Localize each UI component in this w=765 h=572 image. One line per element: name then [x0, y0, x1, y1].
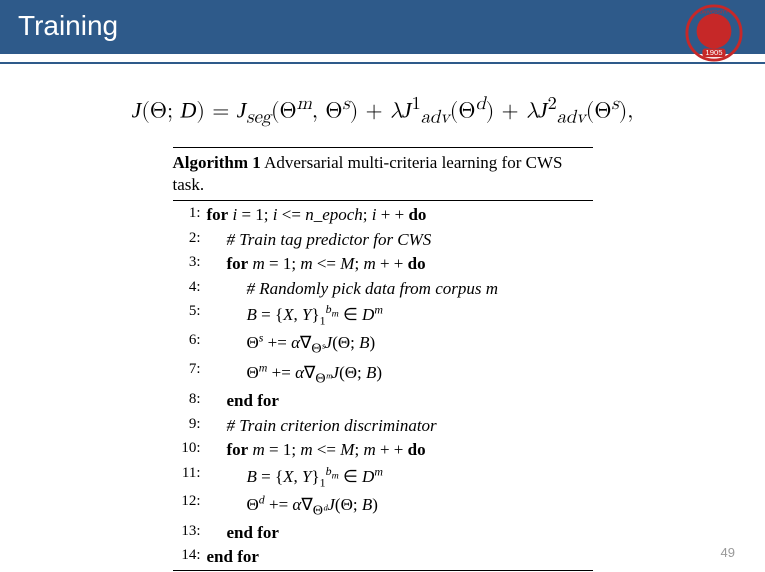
slide-content: J(Θ; D) = Jseg(Θm, Θs) + λJ1adv(Θd) + λJ…	[0, 64, 765, 571]
line-number: 7:	[173, 359, 207, 389]
main-equation: J(Θ; D) = Jseg(Θm, Θs) + λJ1adv(Θd) + λJ…	[40, 92, 725, 129]
logo-year: 1905	[705, 48, 722, 57]
algo-code: # Randomly pick data from corpus m	[207, 277, 593, 302]
algo-code: B = {X, Y}1bm ∈ Dm	[207, 301, 593, 329]
line-number: 5:	[173, 301, 207, 329]
line-number: 9:	[173, 414, 207, 439]
slide-header: Training	[0, 0, 765, 54]
algorithm-number: 1	[252, 153, 261, 172]
algo-code: for m = 1; m <= M; m + + do	[207, 438, 593, 463]
algo-code: Θd += α∇ΘᵈJ(Θ; B)	[207, 491, 593, 521]
algo-line: 5:B = {X, Y}1bm ∈ Dm	[173, 301, 593, 329]
algo-line: 4:# Randomly pick data from corpus m	[173, 277, 593, 302]
slide-title: Training	[18, 10, 118, 41]
algo-line: 11:B = {X, Y}1bm ∈ Dm	[173, 463, 593, 491]
line-number: 8:	[173, 389, 207, 414]
algo-line: 8:end for	[173, 389, 593, 414]
algo-code: end for	[207, 521, 593, 546]
algo-code: # Train tag predictor for CWS	[207, 228, 593, 253]
line-number: 14:	[173, 545, 207, 570]
algo-code: Θs += α∇ΘˢJ(Θ; B)	[207, 330, 593, 360]
algo-code: end for	[207, 545, 593, 570]
algo-line: 10:for m = 1; m <= M; m + + do	[173, 438, 593, 463]
line-number: 11:	[173, 463, 207, 491]
algorithm-caption: Algorithm 1 Adversarial multi-criteria l…	[173, 148, 593, 200]
line-number: 1:	[173, 203, 207, 228]
algo-code: Θm += α∇ΘᵐJ(Θ; B)	[207, 359, 593, 389]
algo-line: 12:Θd += α∇ΘᵈJ(Θ; B)	[173, 491, 593, 521]
algo-line: 7:Θm += α∇ΘᵐJ(Θ; B)	[173, 359, 593, 389]
line-number: 13:	[173, 521, 207, 546]
algo-line: 9:# Train criterion discriminator	[173, 414, 593, 439]
algo-code: B = {X, Y}1bm ∈ Dm	[207, 463, 593, 491]
line-number: 2:	[173, 228, 207, 253]
algo-code: for i = 1; i <= n_epoch; i + + do	[207, 203, 593, 228]
line-number: 4:	[173, 277, 207, 302]
algo-line: 6:Θs += α∇ΘˢJ(Θ; B)	[173, 330, 593, 360]
algo-line: 2:# Train tag predictor for CWS	[173, 228, 593, 253]
algo-code: end for	[207, 389, 593, 414]
algo-code: # Train criterion discriminator	[207, 414, 593, 439]
algo-line: 13:end for	[173, 521, 593, 546]
algo-line: 3:for m = 1; m <= M; m + + do	[173, 252, 593, 277]
line-number: 10:	[173, 438, 207, 463]
university-logo: 1905 UNIVERSITY	[685, 4, 743, 62]
line-number: 6:	[173, 330, 207, 360]
page-number: 49	[721, 545, 735, 560]
svg-text:UNIVERSITY: UNIVERSITY	[700, 10, 730, 16]
algo-code: for m = 1; m <= M; m + + do	[207, 252, 593, 277]
algo-line: 14:end for	[173, 545, 593, 570]
algo-line: 1:for i = 1; i <= n_epoch; i + + do	[173, 203, 593, 228]
line-number: 3:	[173, 252, 207, 277]
algorithm-block: Algorithm 1 Adversarial multi-criteria l…	[173, 147, 593, 571]
line-number: 12:	[173, 491, 207, 521]
algorithm-body: 1:for i = 1; i <= n_epoch; i + + do2:# T…	[173, 201, 593, 570]
